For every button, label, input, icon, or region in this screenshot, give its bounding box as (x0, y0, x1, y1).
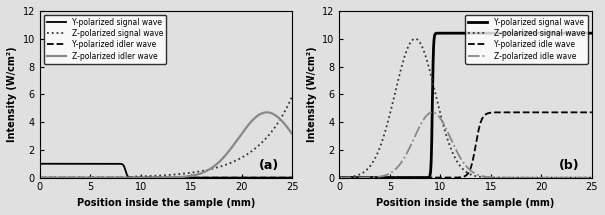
Y-axis label: Intensity (W/cm²): Intensity (W/cm²) (7, 46, 17, 142)
X-axis label: Position inside the sample (mm): Position inside the sample (mm) (376, 198, 555, 208)
Legend: Y-polarized signal wave, Z-polarized signal wave, Y-polarized idler wave, Z-pola: Y-polarized signal wave, Z-polarized sig… (44, 15, 166, 64)
Legend: Y-polarized signal wave, Z-polarized signal wave, Y-polarized idle wave, Z-polar: Y-polarized signal wave, Z-polarized sig… (465, 15, 588, 64)
Text: (b): (b) (559, 159, 580, 172)
X-axis label: Position inside the sample (mm): Position inside the sample (mm) (77, 198, 255, 208)
Text: (a): (a) (260, 159, 280, 172)
Y-axis label: Intensity (W/cm²): Intensity (W/cm²) (307, 46, 316, 142)
